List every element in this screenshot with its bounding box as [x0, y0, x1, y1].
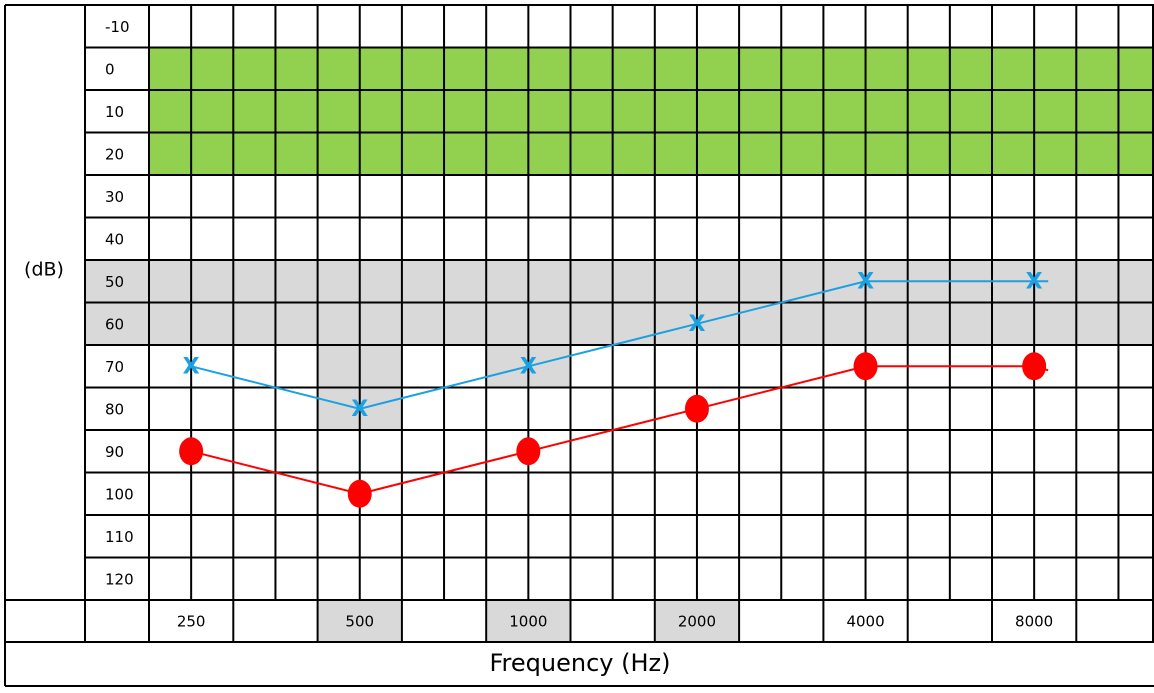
data-series: X X X X X X	[179, 269, 1049, 508]
y-tick-label: 110	[105, 528, 134, 546]
y-tick-label: 90	[105, 443, 124, 461]
y-tick-label: 100	[105, 485, 134, 503]
y-tick-label: 120	[105, 570, 134, 588]
y-tick-label: 20	[105, 145, 124, 163]
y-axis-label: (dB)	[24, 259, 64, 281]
data-point-x: X	[1026, 269, 1043, 294]
y-tick-label: -10	[105, 18, 130, 36]
y-tick-label: 40	[105, 230, 124, 248]
y-tick-label: 50	[105, 273, 124, 291]
data-point-circle	[179, 437, 204, 466]
y-tick-label: 0	[105, 60, 115, 78]
data-point-circle	[684, 394, 709, 423]
data-point-circle	[853, 352, 878, 381]
x-tick-label: 250	[177, 613, 206, 631]
data-point-x: X	[351, 397, 368, 422]
y-tick-label: 80	[105, 400, 124, 418]
x-tick-label: 4000	[846, 613, 884, 631]
x-tick-highlight	[318, 601, 401, 641]
data-point-circle	[516, 437, 541, 466]
x-tick-label: 1000	[509, 613, 547, 631]
axis-labels: (dB) Frequency (Hz)	[24, 259, 670, 678]
shaded-band	[149, 47, 1154, 175]
data-point-circle	[1022, 352, 1047, 381]
tick-labels: -10 0 10 20 30 40 50 60 70 80 90 100 110 120 250 500 100…	[105, 18, 1053, 631]
x-tick-label: 2000	[678, 613, 716, 631]
x-axis-label: Frequency (Hz)	[490, 649, 671, 677]
x-tick-highlight	[655, 601, 739, 641]
chart-grid	[4, 4, 1154, 687]
data-point-x: X	[183, 354, 200, 379]
x-tick-label: 500	[345, 613, 374, 631]
y-tick-label: 30	[105, 188, 124, 206]
data-point-circle	[347, 479, 372, 508]
data-point-x: X	[688, 312, 705, 337]
y-tick-label: 60	[105, 315, 124, 333]
series-line-x	[190, 280, 1049, 410]
x-tick-highlight	[487, 601, 570, 641]
data-point-x: X	[520, 354, 537, 379]
y-tick-label: 70	[105, 358, 124, 376]
y-tick-label: 10	[105, 103, 124, 121]
x-tick-label: 8000	[1015, 613, 1053, 631]
data-point-x: X	[857, 269, 874, 294]
